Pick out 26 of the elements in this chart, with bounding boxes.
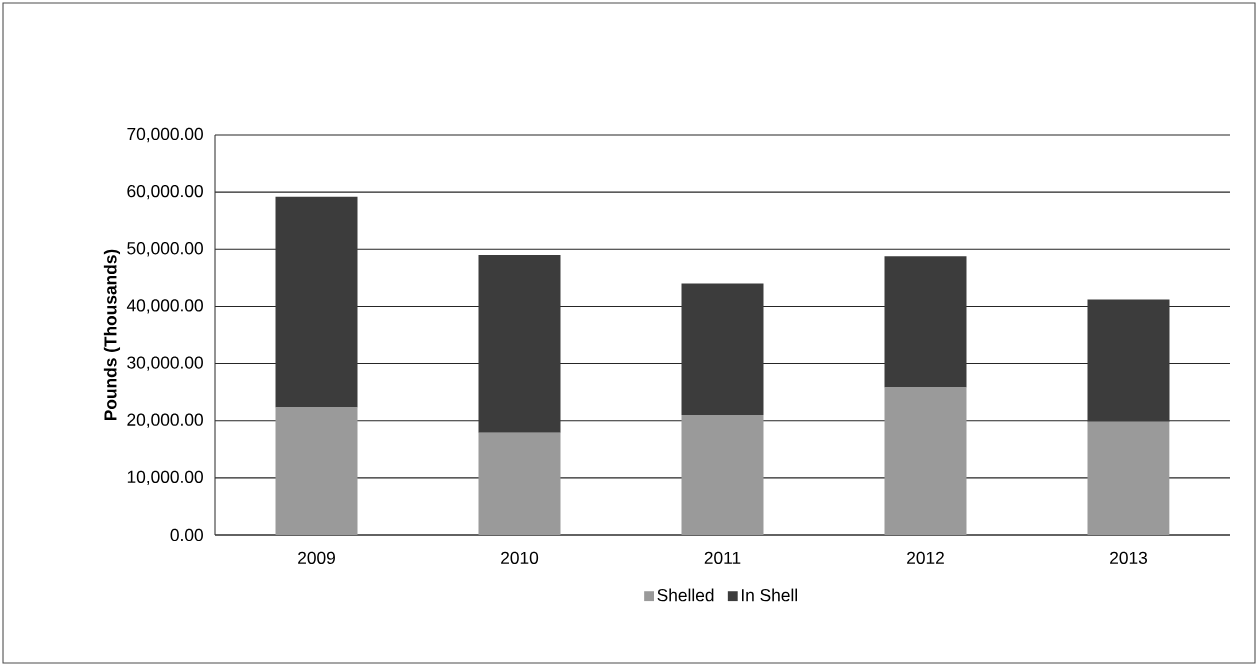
bar bbox=[681, 414, 764, 535]
bar bbox=[478, 255, 561, 433]
bar bbox=[884, 256, 967, 388]
bar bbox=[1087, 421, 1170, 535]
legend-label: In Shell bbox=[741, 588, 797, 602]
y-tick-label: 20,000.00 bbox=[127, 413, 203, 428]
bar bbox=[681, 283, 764, 415]
y-tick-label: 10,000.00 bbox=[127, 470, 203, 485]
bar bbox=[884, 387, 967, 535]
bar bbox=[275, 407, 358, 535]
y-tick-label: 30,000.00 bbox=[127, 356, 203, 371]
x-tick-label: 2013 bbox=[1110, 551, 1148, 564]
bar bbox=[275, 196, 358, 408]
y-tick-label: 70,000.00 bbox=[127, 127, 203, 143]
y-axis-title: Pounds (Thousands) bbox=[103, 249, 121, 421]
x-tick-label: 2011 bbox=[704, 551, 741, 564]
bar bbox=[478, 432, 561, 535]
y-tick-label: 0.00 bbox=[170, 528, 203, 542]
x-tick-label: 2010 bbox=[501, 551, 539, 564]
y-tick-label: 60,000.00 bbox=[127, 184, 203, 200]
y-tick-label: 40,000.00 bbox=[126, 299, 203, 314]
bar bbox=[1087, 299, 1170, 422]
x-tick-label: 2009 bbox=[298, 551, 335, 564]
y-tick-label: 50,000.00 bbox=[127, 242, 203, 257]
legend-label: Shelled bbox=[657, 588, 714, 602]
x-tick-label: 2012 bbox=[907, 551, 944, 564]
